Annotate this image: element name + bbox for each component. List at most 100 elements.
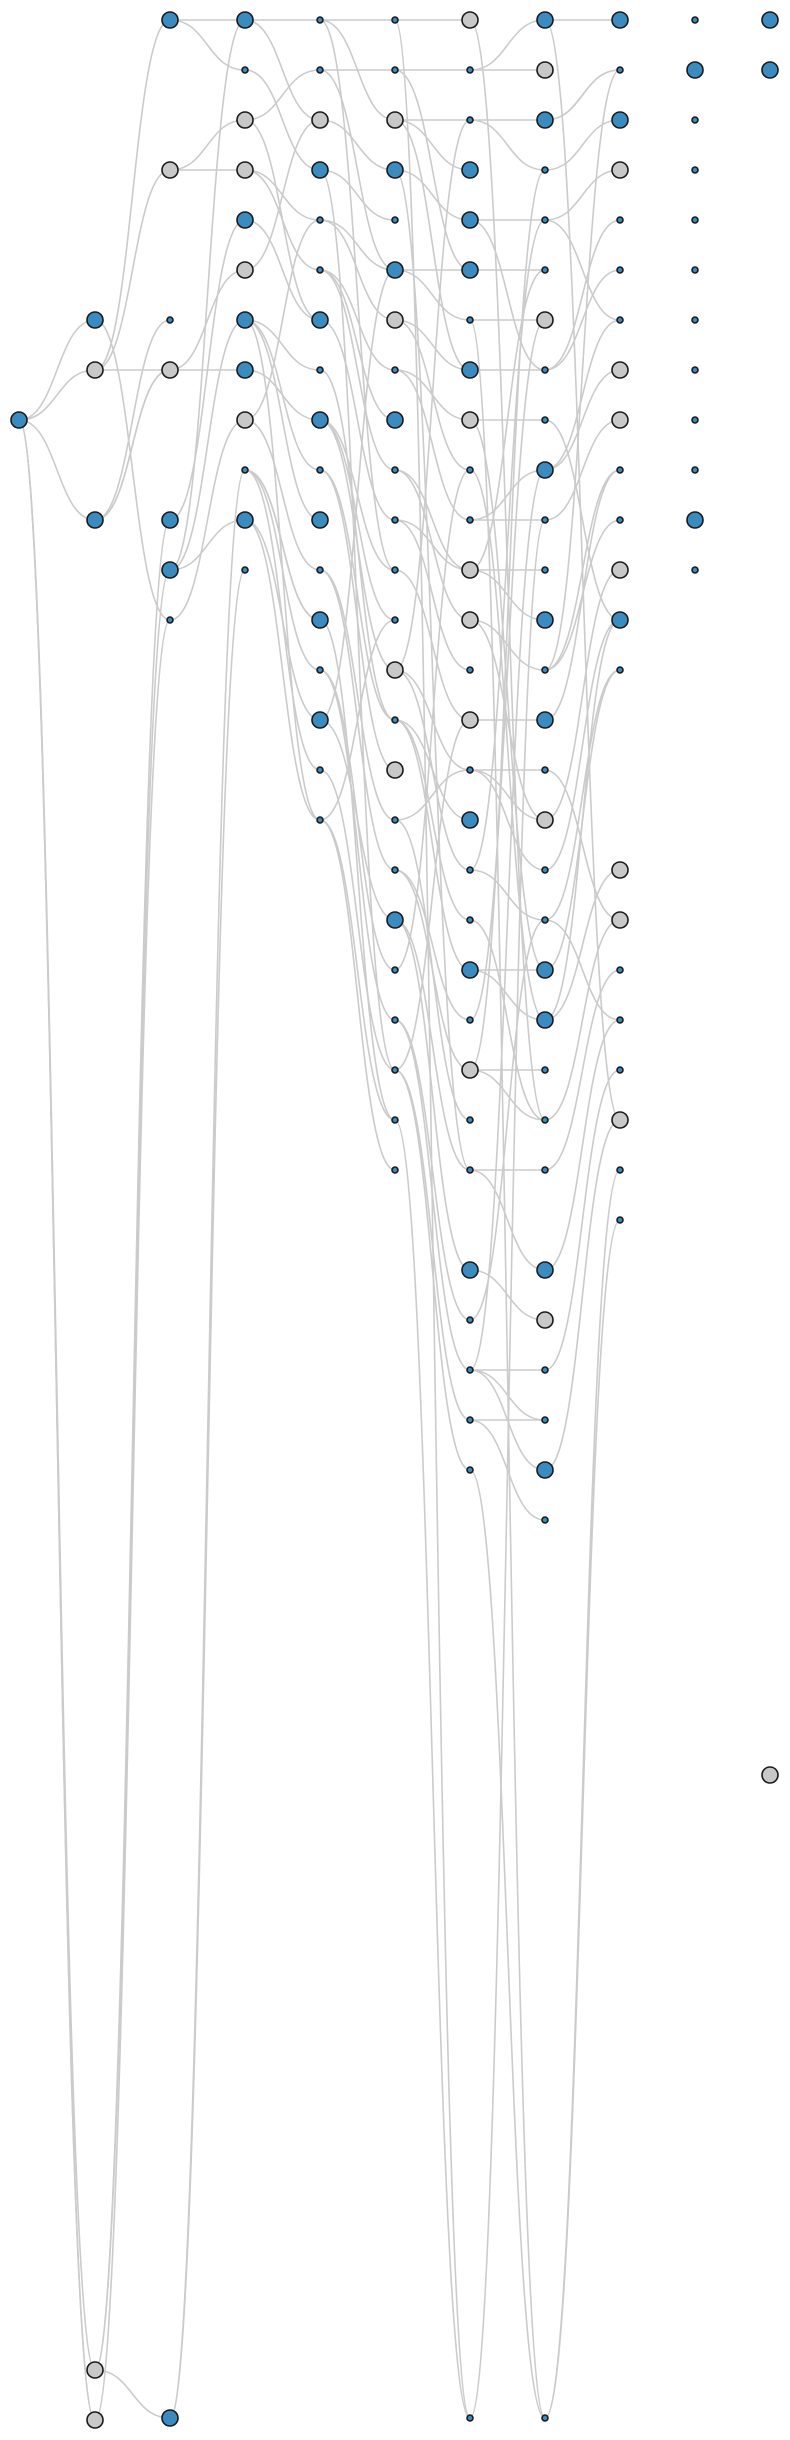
graph-node-dot bbox=[541, 916, 549, 924]
graph-node-dot bbox=[691, 566, 699, 574]
graph-node-gray bbox=[386, 761, 404, 779]
graph-node-gray bbox=[536, 311, 554, 329]
graph-edge bbox=[394, 719, 471, 1071]
graph-node-dot bbox=[466, 316, 474, 324]
graph-node-dot bbox=[541, 366, 549, 374]
graph-edge bbox=[319, 219, 396, 321]
graph-node-gray bbox=[461, 1061, 479, 1079]
graph-edge bbox=[319, 319, 396, 521]
graph-node-blue bbox=[386, 911, 404, 929]
graph-edge bbox=[244, 319, 321, 821]
graph-node-gray bbox=[311, 111, 329, 129]
graph-node-blue bbox=[161, 511, 179, 529]
graph-node-blue bbox=[536, 961, 554, 979]
graph-node-blue bbox=[386, 411, 404, 429]
graph-node-dot bbox=[316, 216, 324, 224]
graph-node-dot bbox=[466, 1466, 474, 1474]
graph-node-dot bbox=[541, 666, 549, 674]
graph-node-dot bbox=[316, 816, 324, 824]
graph-edge bbox=[544, 919, 621, 1121]
graph-node-dot bbox=[541, 216, 549, 224]
graph-edge bbox=[544, 319, 621, 471]
graph-node-blue bbox=[536, 11, 554, 29]
graph-node-blue bbox=[161, 561, 179, 579]
graph-node-gray bbox=[761, 1766, 779, 1784]
graph-node-gray bbox=[536, 1311, 554, 1329]
graph-edge bbox=[319, 819, 396, 1121]
graph-edge bbox=[469, 869, 546, 921]
graph-node-blue bbox=[461, 361, 479, 379]
graph-edge bbox=[469, 19, 546, 1121]
graph-edge bbox=[394, 119, 471, 171]
graph-edge bbox=[319, 19, 396, 571]
graph-node-dot bbox=[616, 1216, 624, 1224]
graph-edge bbox=[244, 19, 321, 121]
graph-edge bbox=[394, 919, 471, 1171]
graph-node-gray bbox=[161, 361, 179, 379]
graph-edges bbox=[18, 19, 621, 2421]
graph-edge bbox=[469, 19, 546, 71]
graph-node-blue bbox=[536, 1011, 554, 1029]
graph-node-blue bbox=[461, 961, 479, 979]
graph-node-blue bbox=[311, 711, 329, 729]
graph-node-gray bbox=[236, 111, 254, 129]
graph-node-dot bbox=[391, 566, 399, 574]
graph-node-gray bbox=[86, 2361, 104, 2379]
graph-edge bbox=[244, 319, 321, 521]
graph-node-dot bbox=[466, 1316, 474, 1324]
graph-edge bbox=[469, 1169, 546, 1271]
graph-edge bbox=[94, 619, 171, 2421]
graph-node-gray bbox=[611, 161, 629, 179]
graph-edge bbox=[394, 69, 471, 271]
graph-edge bbox=[469, 169, 546, 1071]
graph-edge bbox=[94, 2369, 171, 2419]
graph-edge bbox=[244, 419, 321, 571]
graph-node-dot bbox=[616, 316, 624, 324]
graph-node-dot bbox=[316, 666, 324, 674]
graph-node-blue bbox=[536, 111, 554, 129]
graph-node-gray bbox=[386, 661, 404, 679]
graph-edge bbox=[319, 69, 396, 271]
graph-node-dot bbox=[391, 66, 399, 74]
graph-node-dot bbox=[466, 1416, 474, 1424]
graph-node-dot bbox=[466, 916, 474, 924]
graph-edge bbox=[394, 269, 471, 321]
graph-edge bbox=[469, 569, 546, 621]
graph-edge bbox=[94, 319, 171, 621]
graph-edge bbox=[244, 319, 321, 371]
graph-edge bbox=[319, 669, 396, 971]
graph-edge bbox=[94, 569, 171, 2371]
graph-edge bbox=[544, 219, 621, 321]
graph-node-dot bbox=[466, 1166, 474, 1174]
graph-node-dot bbox=[316, 366, 324, 374]
graph-node-blue bbox=[536, 611, 554, 629]
graph-edge bbox=[169, 469, 246, 2419]
graph-edge bbox=[544, 219, 621, 371]
graph-edge bbox=[544, 69, 621, 671]
graph-edge bbox=[394, 169, 471, 1171]
graph-edge bbox=[169, 19, 246, 571]
graph-node-blue bbox=[311, 411, 329, 429]
graph-node-dot bbox=[391, 1116, 399, 1124]
graph-edge bbox=[244, 219, 321, 421]
graph-edge bbox=[394, 1069, 471, 1471]
graph-edge bbox=[394, 819, 471, 1121]
graph-node-gray bbox=[461, 561, 479, 579]
graph-edge bbox=[544, 869, 621, 1021]
graph-node-dot bbox=[391, 1016, 399, 1024]
graph-edge bbox=[319, 19, 396, 121]
graph-node-dot bbox=[691, 116, 699, 124]
graph-node-dot bbox=[541, 516, 549, 524]
graph-edge bbox=[394, 669, 471, 871]
graph-edge bbox=[469, 919, 546, 1321]
graph-node-dot bbox=[616, 516, 624, 524]
graph-node-dot bbox=[391, 466, 399, 474]
graph-node-blue bbox=[761, 61, 779, 79]
graph-edge bbox=[319, 169, 396, 221]
graph-edge bbox=[544, 1119, 621, 1471]
graph-node-dot bbox=[691, 416, 699, 424]
graph-node-gray bbox=[611, 1111, 629, 1129]
graph-edge bbox=[469, 1469, 546, 2419]
graph-node-dot bbox=[541, 166, 549, 174]
graph-node-gray bbox=[611, 861, 629, 879]
